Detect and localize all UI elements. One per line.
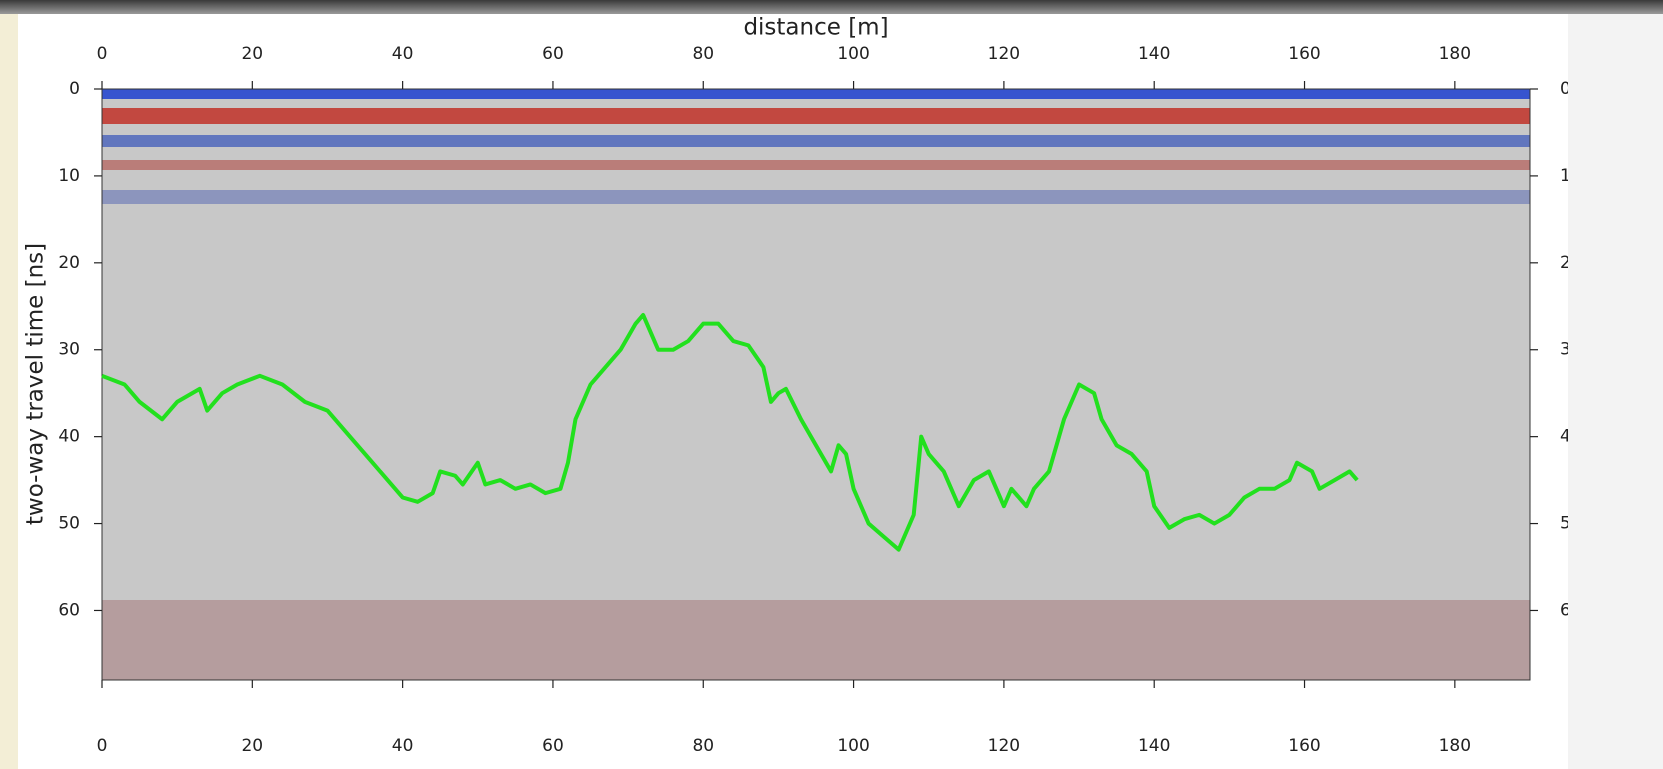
radargram-band [102, 160, 1530, 170]
x-tick-label: 40 [392, 44, 414, 64]
y-tick-label: 20 [1560, 253, 1582, 273]
radargram-band [102, 108, 1530, 124]
x-tick-label: 180 [1439, 736, 1471, 756]
y-tick-label: 0 [69, 79, 80, 99]
x-axis-title: distance [m] [743, 15, 888, 41]
x-tick-label: 180 [1439, 44, 1471, 64]
radargram-band [102, 89, 1530, 99]
radargram-band [102, 600, 1530, 680]
radargram [102, 89, 1530, 680]
x-tick-label: 160 [1288, 44, 1320, 64]
y-tick-label: 50 [1560, 514, 1582, 534]
x-tick-label: 20 [241, 736, 263, 756]
x-tick-label: 60 [542, 736, 564, 756]
x-tick-label: 100 [837, 44, 869, 64]
x-tick-label: 0 [97, 44, 108, 64]
x-tick-label: 120 [988, 736, 1020, 756]
radargram-background [102, 89, 1530, 680]
plot-frame [101, 88, 1531, 681]
x-tick-label: 40 [392, 736, 414, 756]
x-tick-label: 80 [692, 736, 714, 756]
right-axis: 0 10 20 30 40 50 60 [1560, 79, 1582, 620]
y-tick-label: 10 [1560, 166, 1582, 186]
y-tick-label: 0 [1560, 79, 1571, 99]
y-tick-label: 10 [58, 166, 80, 186]
x-tick-label: 120 [988, 44, 1020, 64]
y-axis-title: two-way travel time [ns] [23, 243, 49, 525]
x-tick-label: 100 [837, 736, 869, 756]
picked-horizon [101, 312, 1359, 552]
x-tick-label: 0 [97, 736, 108, 756]
y-tick-label: 20 [58, 253, 80, 273]
x-tick-label: 20 [241, 44, 263, 64]
y-tick-label: 40 [1560, 427, 1582, 447]
window-bar [0, 0, 1663, 14]
y-tick-label: 30 [1560, 340, 1582, 360]
x-tick-label: 80 [692, 44, 714, 64]
x-tick-label: 140 [1138, 44, 1170, 64]
y-tick-label: 60 [1560, 600, 1582, 620]
radargram-band [102, 135, 1530, 147]
y-tick-label: 40 [58, 427, 80, 447]
y-tick-label: 30 [58, 340, 80, 360]
right-frame [1568, 14, 1663, 769]
left-frame [0, 14, 18, 769]
x-tick-label: 140 [1138, 736, 1170, 756]
x-tick-label: 160 [1288, 736, 1320, 756]
x-tick-label: 60 [542, 44, 564, 64]
y-tick-label: 50 [58, 514, 80, 534]
y-tick-label: 60 [58, 600, 80, 620]
radargram-band [102, 190, 1530, 204]
